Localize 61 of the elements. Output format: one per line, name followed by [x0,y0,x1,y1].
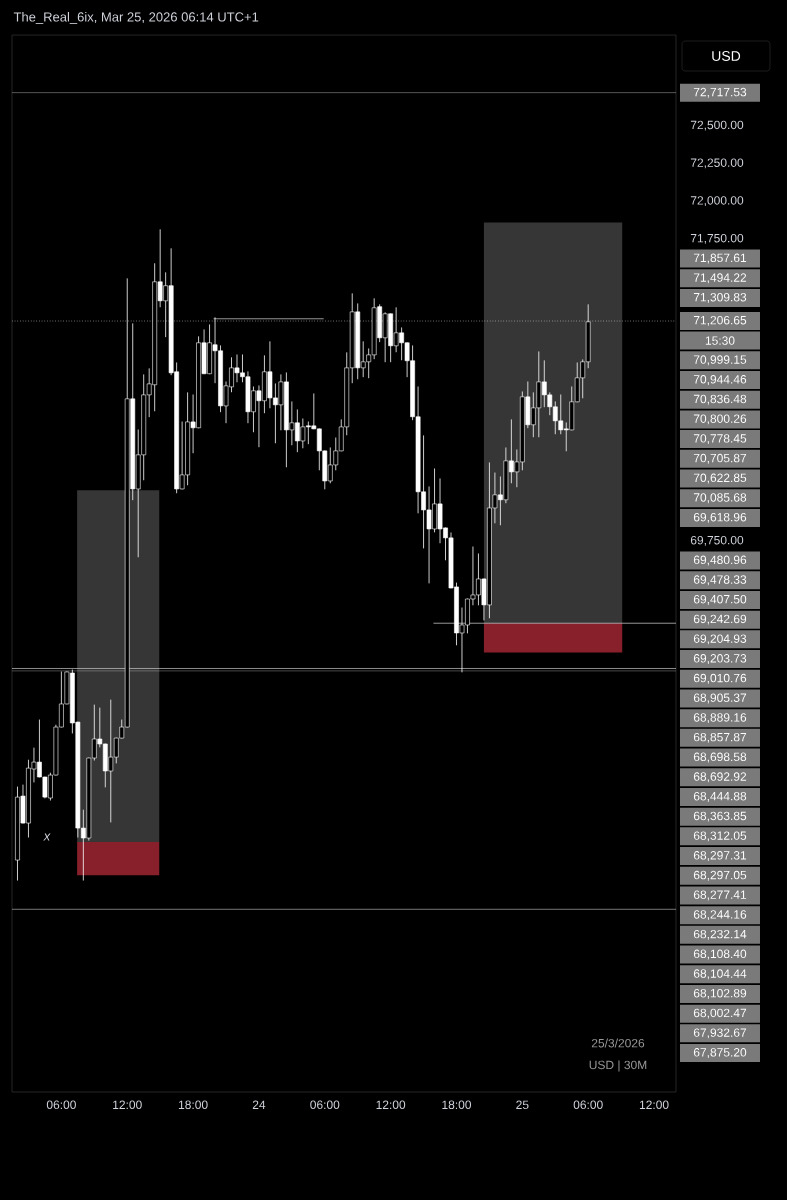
x-tick-label: 25 [516,1100,529,1110]
text: 70,800.26 [693,414,747,425]
text: 70,085.68 [693,493,747,504]
y-axis-title: USD [712,51,741,61]
text: 68,857.87 [693,732,747,743]
text: 69,204.93 [693,634,747,645]
x-tick-label: 12:00 [639,1100,669,1110]
annotation: x [43,833,51,841]
y-tick-label: 72,000.00 [690,196,744,207]
y-tick-label: 72,250.00 [690,158,744,169]
y-tick-label: 72,500.00 [690,120,744,131]
text: 68,444.88 [693,791,747,802]
text: 69,010.76 [693,673,747,684]
text: 68,102.89 [693,988,747,999]
text: 69,407.50 [693,594,747,605]
text: 71,857.61 [693,253,747,264]
text: 69,480.96 [693,555,747,566]
text: 68,002.47 [693,1008,747,1019]
text: 68,232.14 [693,929,747,940]
text: 68,297.05 [693,870,747,881]
x-tick-label: 12:00 [376,1100,406,1110]
annotation: USD | 30M [589,1060,647,1072]
text: 68,108.40 [693,949,747,960]
text: 68,363.85 [693,811,747,822]
text: 68,244.16 [693,910,747,921]
text: 71,494.22 [693,273,747,284]
text: 69,242.69 [693,614,747,625]
x-tick-label: 06:00 [573,1100,603,1110]
x-tick-label: 06:00 [310,1100,340,1110]
text: 15:30 [705,336,735,345]
x-tick-label: 18:00 [442,1100,472,1110]
y-tick-label: 69,750.00 [690,535,744,546]
text: 67,932.67 [693,1028,747,1039]
ref-line-label: 72,717.53 [693,87,747,98]
x-tick-label: 24 [252,1100,266,1109]
text: 70,944.46 [693,375,747,385]
text: 71,309.83 [693,292,747,303]
text: 68,297.31 [693,851,747,861]
x-tick-label: 06:00 [46,1100,76,1110]
text: 68,104.44 [693,969,747,980]
text: 68,905.37 [693,693,747,704]
text: 68,698.58 [693,752,747,763]
text: 70,999.15 [693,355,747,366]
text: 68,692.92 [693,772,747,783]
text: 68,889.16 [693,713,747,724]
x-tick-label: 18:00 [178,1100,208,1110]
annotation: 25/3/2026 [591,1038,645,1048]
text: 69,618.96 [693,512,747,523]
text: 68,277.41 [693,890,747,901]
text: 68,312.05 [693,831,747,842]
y-tick-label: 71,750.00 [690,233,744,244]
text: 69,478.33 [693,575,747,586]
ref-line-label: 71,206.65 [693,315,747,326]
text: 70,622.85 [693,473,747,484]
text: 70,705.87 [693,453,747,464]
text: 67,875.20 [693,1048,747,1058]
chart-title: The_Real_6ix, Mar 25, 2026 06:14 UTC+1 [13,11,259,24]
x-tick-label: 12:00 [113,1100,142,1110]
text: 69,203.73 [693,654,747,664]
text: 70,778.45 [693,434,747,445]
text: 70,836.48 [693,394,747,405]
